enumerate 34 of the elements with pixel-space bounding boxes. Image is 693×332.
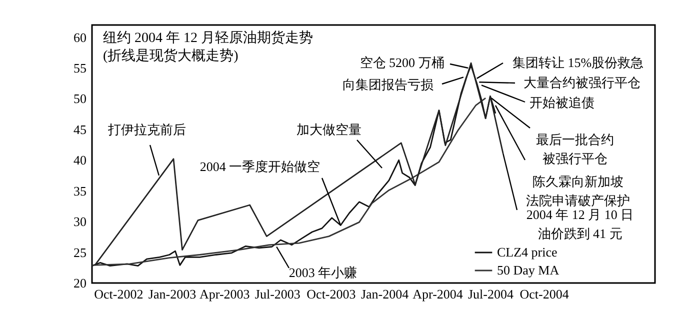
x-tick-label: Oct-2003 [306,286,356,302]
annotation: 加大做空量 [296,122,362,137]
y-tick-label: 50 [74,91,86,106]
x-tick-label: Jul-2003 [254,286,300,302]
x-tick-label: Apr-2004 [412,286,464,302]
y-tick-label: 35 [74,183,86,198]
y-tick-label: 20 [74,276,86,290]
y-tick-label: 45 [74,122,86,137]
legend-label: CLZ4 price [497,244,558,260]
annotation: 大量合约被强行平仓 [524,75,640,90]
y-tick-label: 55 [74,60,86,76]
text: (折线是现货大概走势) [103,48,239,64]
x-tick-label: Apr-2003 [200,286,250,302]
annotation: 开始被追债 [530,95,594,110]
annotation: 2004 年 12 月 10 日油价跌到 41 元 [526,207,634,241]
annotation: 向集团报告亏损 [342,77,434,92]
y-tick-label: 40 [74,152,86,168]
annotation: 2004 一季度开始做空 [200,159,320,174]
x-tick-label: Oct-2004 [520,286,570,302]
y-tick-label: 60 [74,30,86,45]
x-tick-label: Jan-2004 [360,286,410,302]
annotation: 集团转让 15%股份救急 [512,55,644,70]
chart-title: 纽约 2004 年 12 月轻原油期货走势 [103,30,313,46]
annotation: 2003 年小赚 [288,265,358,280]
annotation: 陈久霖向新加坡法院申请破产保护 [526,174,630,208]
y-tick-label: 30 [74,214,86,230]
annotation: 空仓 5200 万桶 [360,55,444,70]
legend-label: 50 Day MA [497,262,560,278]
x-tick-label: Jan-2003 [148,286,196,302]
annotation: 最后一批合约被强行平仓 [536,132,614,166]
x-tick-label: Oct-2002 [94,286,144,302]
y-tick-label: 25 [74,244,86,260]
x-tick-label: Jul-2004 [468,286,514,302]
annotation: 打伊拉克前后 [107,122,186,137]
